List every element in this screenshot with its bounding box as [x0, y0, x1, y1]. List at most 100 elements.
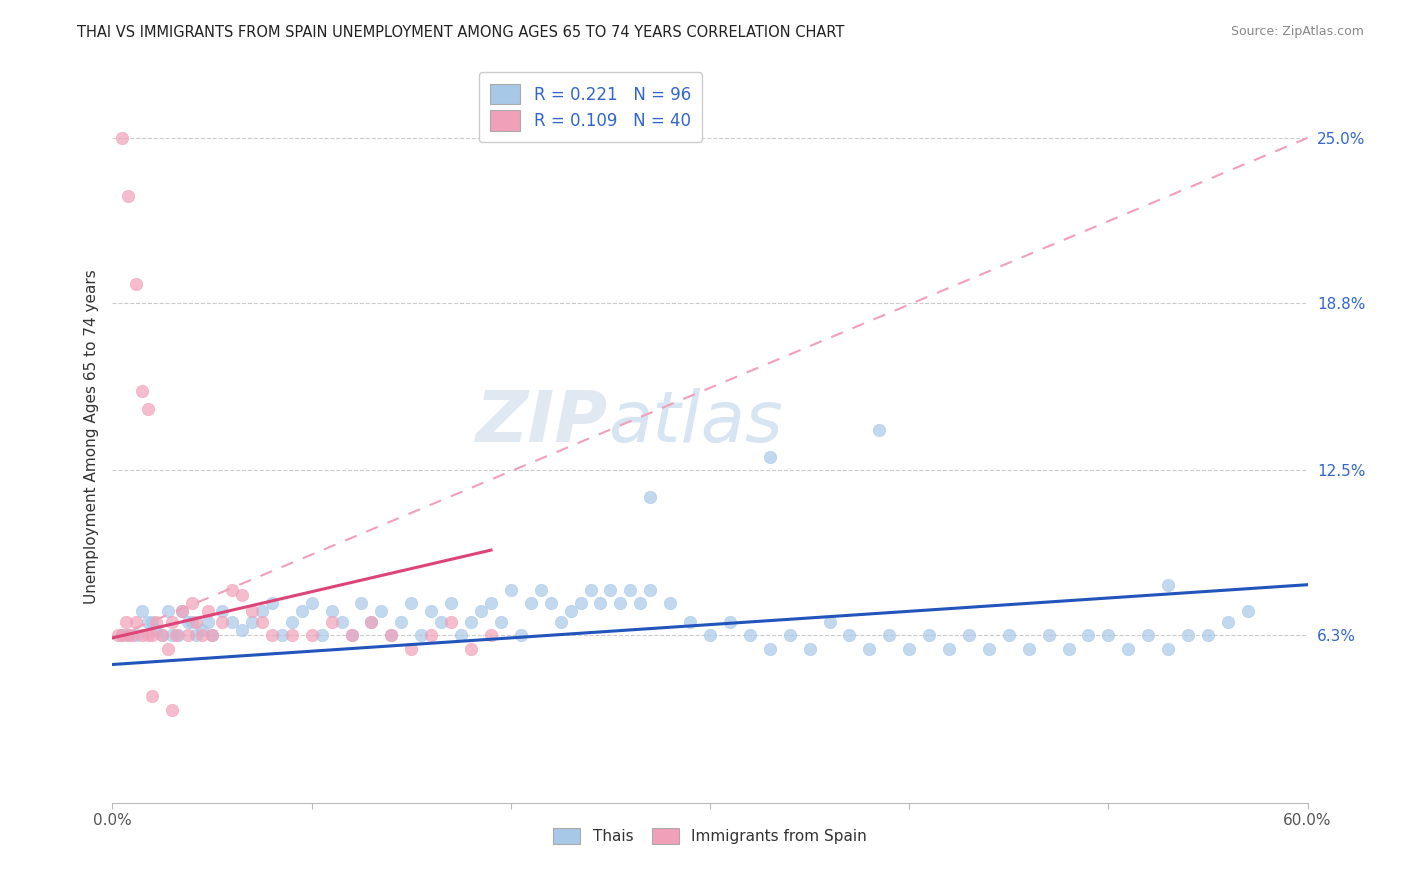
Point	[350, 596, 373, 610]
Point	[420, 628, 443, 642]
Point	[240, 615, 263, 629]
Point	[157, 641, 180, 656]
Point	[440, 615, 463, 629]
Point	[509, 628, 531, 642]
Point	[1197, 628, 1219, 642]
Point	[868, 424, 890, 438]
Point	[172, 604, 194, 618]
Point	[330, 615, 353, 629]
Point	[181, 596, 204, 610]
Point	[1216, 615, 1239, 629]
Point	[430, 615, 453, 629]
Point	[401, 641, 423, 656]
Point	[360, 615, 382, 629]
Point	[460, 641, 482, 656]
Point	[111, 628, 134, 642]
Point	[125, 628, 148, 642]
Point	[1038, 628, 1060, 642]
Point	[460, 615, 482, 629]
Point	[117, 628, 139, 642]
Point	[231, 588, 253, 602]
Point	[879, 628, 901, 642]
Point	[281, 628, 304, 642]
Point	[450, 628, 472, 642]
Point	[191, 623, 214, 637]
Point	[165, 628, 187, 642]
Point	[938, 641, 960, 656]
Point	[540, 596, 562, 610]
Point	[201, 628, 224, 642]
Point	[111, 131, 134, 145]
Point	[211, 615, 233, 629]
Point	[619, 582, 641, 597]
Point	[131, 628, 153, 642]
Text: ZIP: ZIP	[477, 388, 609, 457]
Point	[499, 582, 522, 597]
Point	[291, 604, 314, 618]
Point	[679, 615, 702, 629]
Point	[1157, 577, 1180, 591]
Point	[530, 582, 553, 597]
Point	[260, 596, 283, 610]
Point	[838, 628, 860, 642]
Legend: Thais, Immigrants from Spain: Thais, Immigrants from Spain	[547, 822, 873, 850]
Point	[1097, 628, 1119, 642]
Point	[177, 615, 200, 629]
Point	[779, 628, 801, 642]
Point	[197, 615, 219, 629]
Point	[162, 615, 183, 629]
Point	[231, 623, 253, 637]
Text: THAI VS IMMIGRANTS FROM SPAIN UNEMPLOYMENT AMONG AGES 65 TO 74 YEARS CORRELATION: THAI VS IMMIGRANTS FROM SPAIN UNEMPLOYME…	[77, 25, 845, 40]
Point	[589, 596, 612, 610]
Point	[172, 604, 194, 618]
Point	[718, 615, 741, 629]
Text: atlas: atlas	[609, 388, 783, 457]
Point	[977, 641, 1000, 656]
Point	[640, 582, 662, 597]
Point	[250, 604, 273, 618]
Point	[470, 604, 492, 618]
Point	[201, 628, 224, 642]
Point	[186, 628, 208, 642]
Point	[550, 615, 572, 629]
Point	[918, 628, 941, 642]
Point	[1077, 628, 1099, 642]
Point	[162, 703, 183, 717]
Point	[131, 604, 153, 618]
Point	[340, 628, 363, 642]
Point	[138, 615, 160, 629]
Point	[301, 596, 323, 610]
Point	[138, 628, 160, 642]
Point	[1057, 641, 1080, 656]
Point	[167, 628, 190, 642]
Point	[107, 628, 129, 642]
Point	[157, 604, 180, 618]
Point	[115, 615, 138, 629]
Text: Source: ZipAtlas.com: Source: ZipAtlas.com	[1230, 25, 1364, 38]
Point	[380, 628, 402, 642]
Point	[1018, 641, 1040, 656]
Point	[121, 628, 143, 642]
Point	[659, 596, 682, 610]
Point	[270, 628, 292, 642]
Point	[479, 596, 502, 610]
Point	[1157, 641, 1180, 656]
Point	[141, 615, 163, 629]
Point	[150, 628, 173, 642]
Point	[281, 615, 304, 629]
Point	[162, 628, 183, 642]
Point	[1237, 604, 1260, 618]
Point	[321, 615, 343, 629]
Point	[1137, 628, 1160, 642]
Point	[221, 582, 243, 597]
Point	[197, 604, 219, 618]
Point	[181, 615, 204, 629]
Point	[191, 628, 214, 642]
Point	[321, 604, 343, 618]
Point	[186, 615, 208, 629]
Point	[759, 450, 782, 464]
Point	[370, 604, 392, 618]
Point	[560, 604, 582, 618]
Point	[389, 615, 412, 629]
Point	[640, 490, 662, 504]
